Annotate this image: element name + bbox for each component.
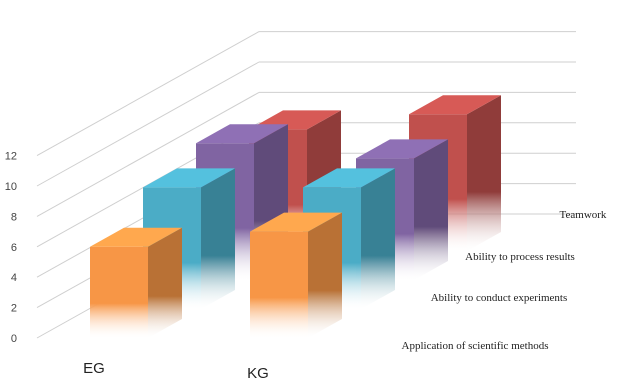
bar-top xyxy=(356,139,448,159)
bar-side xyxy=(201,168,235,309)
bar-side xyxy=(414,139,448,280)
gridline-side xyxy=(36,91,260,217)
bar-side xyxy=(148,227,182,338)
y-tick-label: 12 xyxy=(5,151,17,163)
category-label: KG xyxy=(247,365,269,382)
bar-top xyxy=(143,168,235,188)
bars xyxy=(90,95,501,338)
y-tick-label: 8 xyxy=(11,211,17,223)
bar-side xyxy=(361,168,395,309)
bar-0-0 xyxy=(90,227,182,338)
bar-side xyxy=(308,212,342,338)
bar-top xyxy=(196,124,288,144)
gridline-side xyxy=(36,31,260,157)
y-tick-label: 4 xyxy=(11,272,17,284)
category-label: EG xyxy=(83,360,105,377)
series-label: Teamwork xyxy=(560,209,607,221)
series-label: Ability to process results xyxy=(465,251,575,263)
y-tick-label: 10 xyxy=(5,181,17,193)
bar-front xyxy=(90,246,148,338)
y-tick-label: 0 xyxy=(11,333,17,345)
y-tick-label: 6 xyxy=(11,242,17,254)
gridline-side xyxy=(36,61,260,187)
y-tick-label: 2 xyxy=(11,303,17,315)
bar-front xyxy=(250,231,308,338)
series-label: Ability to conduct experiments xyxy=(431,292,568,304)
series-label: Application of scientific methods xyxy=(402,340,549,352)
bar-top xyxy=(409,95,501,115)
bar-top xyxy=(90,227,182,247)
bar-0-1 xyxy=(250,212,342,338)
bar-top xyxy=(303,168,395,188)
bar-side xyxy=(467,95,501,251)
labels: 0 2 4 6 8 10 12 EG KG Application of scientific m… xyxy=(5,151,607,382)
bar-top xyxy=(250,212,342,232)
